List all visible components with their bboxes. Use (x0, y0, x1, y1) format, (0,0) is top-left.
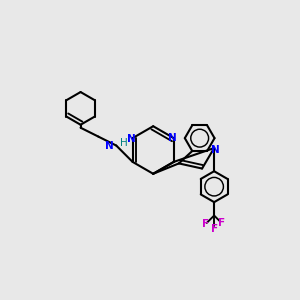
Text: N: N (127, 134, 136, 144)
Text: N: N (168, 133, 177, 142)
Text: F: F (211, 224, 218, 235)
Text: N: N (211, 145, 220, 154)
Text: H: H (120, 138, 128, 148)
Text: N: N (105, 140, 114, 151)
Text: F: F (202, 219, 209, 229)
Text: F: F (218, 218, 225, 228)
